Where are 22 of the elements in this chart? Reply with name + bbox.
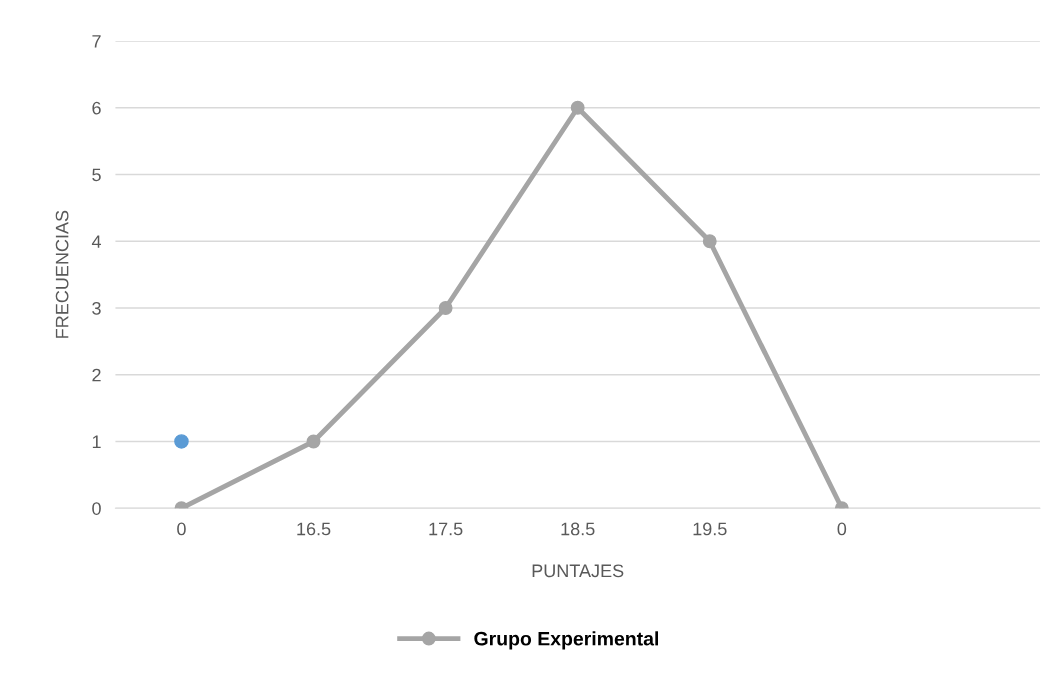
x-axis-title: PUNTAJES bbox=[532, 564, 624, 578]
point bbox=[570, 100, 585, 115]
y-tick-label: 3 bbox=[92, 301, 101, 315]
legend-label: Grupo Experimental bbox=[474, 631, 658, 650]
y-tick-label: 0 bbox=[92, 502, 101, 515]
y-tick-label: 1 bbox=[92, 435, 101, 449]
x-tick-label: 16.5 bbox=[297, 522, 331, 536]
y-tick-label: 2 bbox=[92, 368, 101, 382]
x-tick-label: 17.5 bbox=[429, 522, 463, 536]
y-tick-label: 4 bbox=[91, 235, 102, 248]
y-tick-label: 7 bbox=[92, 35, 101, 48]
x-tick-label: 18.5 bbox=[561, 522, 595, 536]
point bbox=[174, 434, 189, 449]
point bbox=[702, 234, 717, 249]
y-axis-title: FRECUENCIAS bbox=[55, 210, 69, 338]
y-tick-label: 5 bbox=[92, 168, 101, 182]
x-tick-label: 0 bbox=[177, 522, 186, 536]
y-tick-label: 6 bbox=[92, 101, 101, 115]
point bbox=[306, 434, 321, 449]
point bbox=[438, 301, 453, 315]
x-tick-label: 0 bbox=[837, 522, 847, 536]
x-tick-label: 19.5 bbox=[693, 522, 727, 536]
